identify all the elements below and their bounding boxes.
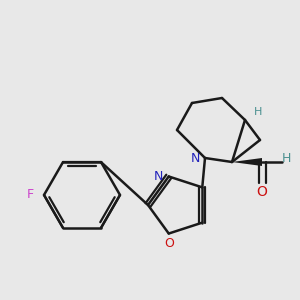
Polygon shape [232, 158, 262, 166]
Text: O: O [256, 185, 267, 199]
Text: H: H [254, 107, 262, 117]
Text: N: N [154, 170, 164, 183]
Text: H: H [281, 152, 291, 164]
Text: F: F [26, 188, 34, 202]
Text: O: O [164, 237, 174, 250]
Text: N: N [190, 152, 200, 164]
